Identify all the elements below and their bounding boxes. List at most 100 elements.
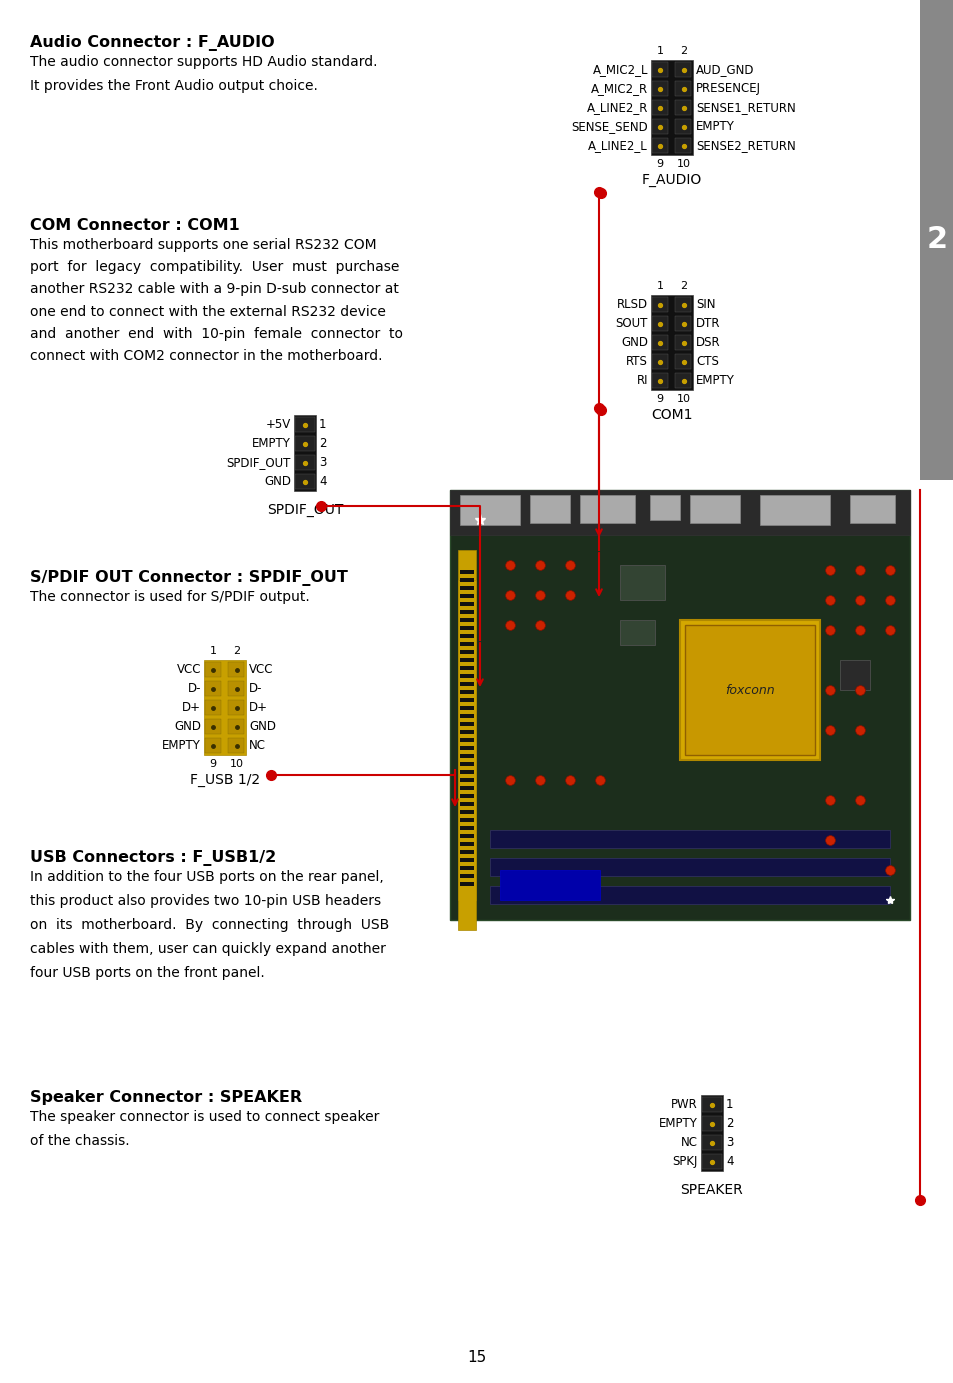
Bar: [459, 754, 474, 758]
Bar: [459, 698, 474, 703]
Text: PRESENCEJ: PRESENCEJ: [696, 82, 760, 95]
Bar: [459, 722, 474, 726]
Bar: [840, 660, 869, 690]
Bar: [205, 719, 221, 734]
Bar: [579, 495, 635, 523]
Bar: [459, 794, 474, 798]
Bar: [205, 700, 221, 715]
Bar: [459, 857, 474, 862]
Text: SENSE1_RETURN: SENSE1_RETURN: [696, 101, 795, 113]
Text: D-: D-: [188, 682, 201, 696]
Bar: [459, 674, 474, 678]
Text: GND: GND: [620, 336, 647, 349]
Bar: [450, 490, 909, 920]
Bar: [459, 882, 474, 887]
Bar: [459, 698, 474, 703]
Bar: [459, 578, 474, 582]
Text: 9: 9: [210, 759, 216, 769]
Bar: [459, 786, 474, 790]
Bar: [459, 770, 474, 774]
Bar: [459, 874, 474, 878]
Bar: [459, 667, 474, 669]
Bar: [459, 595, 474, 597]
Bar: [459, 618, 474, 622]
Text: NC: NC: [680, 1135, 698, 1149]
Bar: [459, 690, 474, 694]
Text: RTS: RTS: [625, 355, 647, 368]
Text: 1: 1: [210, 646, 216, 656]
Bar: [701, 1097, 721, 1112]
Bar: [651, 82, 667, 95]
Text: The speaker connector is used to connect speaker
of the chassis.: The speaker connector is used to connect…: [30, 1111, 379, 1148]
Bar: [459, 762, 474, 766]
Bar: [651, 297, 667, 313]
Text: 10: 10: [677, 159, 690, 169]
Text: 1: 1: [318, 418, 326, 431]
Text: VCC: VCC: [249, 662, 274, 676]
Text: Speaker Connector : SPEAKER: Speaker Connector : SPEAKER: [30, 1090, 302, 1105]
Bar: [619, 620, 655, 644]
Bar: [228, 719, 244, 734]
Bar: [459, 650, 474, 654]
Bar: [459, 642, 474, 646]
Bar: [205, 680, 221, 696]
Bar: [651, 373, 667, 389]
Bar: [459, 633, 474, 638]
Bar: [459, 802, 474, 806]
Text: S/PDIF OUT Connector : SPDIF_OUT: S/PDIF OUT Connector : SPDIF_OUT: [30, 570, 348, 586]
Text: D+: D+: [249, 701, 268, 714]
Text: 2: 2: [318, 437, 326, 449]
Bar: [459, 817, 474, 822]
Text: D+: D+: [182, 701, 201, 714]
Bar: [459, 595, 474, 597]
Bar: [675, 297, 690, 313]
Text: 15: 15: [467, 1351, 486, 1365]
Bar: [459, 714, 474, 718]
Text: 1: 1: [656, 46, 662, 55]
Bar: [205, 739, 221, 752]
Bar: [675, 100, 690, 115]
Text: EMPTY: EMPTY: [252, 437, 291, 449]
Bar: [228, 739, 244, 752]
Bar: [679, 620, 820, 761]
Text: 3: 3: [318, 456, 326, 469]
Bar: [490, 830, 889, 848]
Text: SPEAKER: SPEAKER: [679, 1182, 742, 1198]
Text: F_USB 1/2: F_USB 1/2: [190, 773, 260, 787]
Bar: [651, 62, 667, 77]
Bar: [459, 682, 474, 686]
Bar: [228, 700, 244, 715]
Bar: [651, 138, 667, 154]
Bar: [459, 682, 474, 686]
Bar: [459, 602, 474, 606]
Text: D-: D-: [249, 682, 262, 696]
Text: RLSD: RLSD: [617, 297, 647, 311]
Bar: [459, 618, 474, 622]
Bar: [459, 826, 474, 830]
Bar: [919, 0, 953, 480]
Bar: [459, 882, 474, 887]
Bar: [294, 474, 314, 490]
Bar: [649, 495, 679, 520]
Bar: [459, 626, 474, 631]
Text: COM1: COM1: [651, 408, 692, 422]
Bar: [204, 660, 246, 755]
Bar: [459, 730, 474, 734]
Bar: [459, 874, 474, 878]
Text: 9: 9: [656, 394, 663, 404]
Text: foxconn: foxconn: [724, 683, 774, 697]
Text: 2: 2: [679, 281, 687, 290]
Bar: [459, 633, 474, 638]
Bar: [459, 851, 474, 853]
Text: A_LINE2_L: A_LINE2_L: [588, 140, 647, 152]
Text: GND: GND: [173, 721, 201, 733]
Bar: [459, 779, 474, 781]
Bar: [651, 119, 667, 134]
Bar: [619, 566, 664, 600]
Text: A_MIC2_L: A_MIC2_L: [592, 64, 647, 76]
Bar: [701, 1135, 721, 1151]
Text: NC: NC: [249, 739, 266, 752]
Bar: [675, 62, 690, 77]
Text: 10: 10: [230, 759, 244, 769]
Text: EMPTY: EMPTY: [659, 1117, 698, 1130]
